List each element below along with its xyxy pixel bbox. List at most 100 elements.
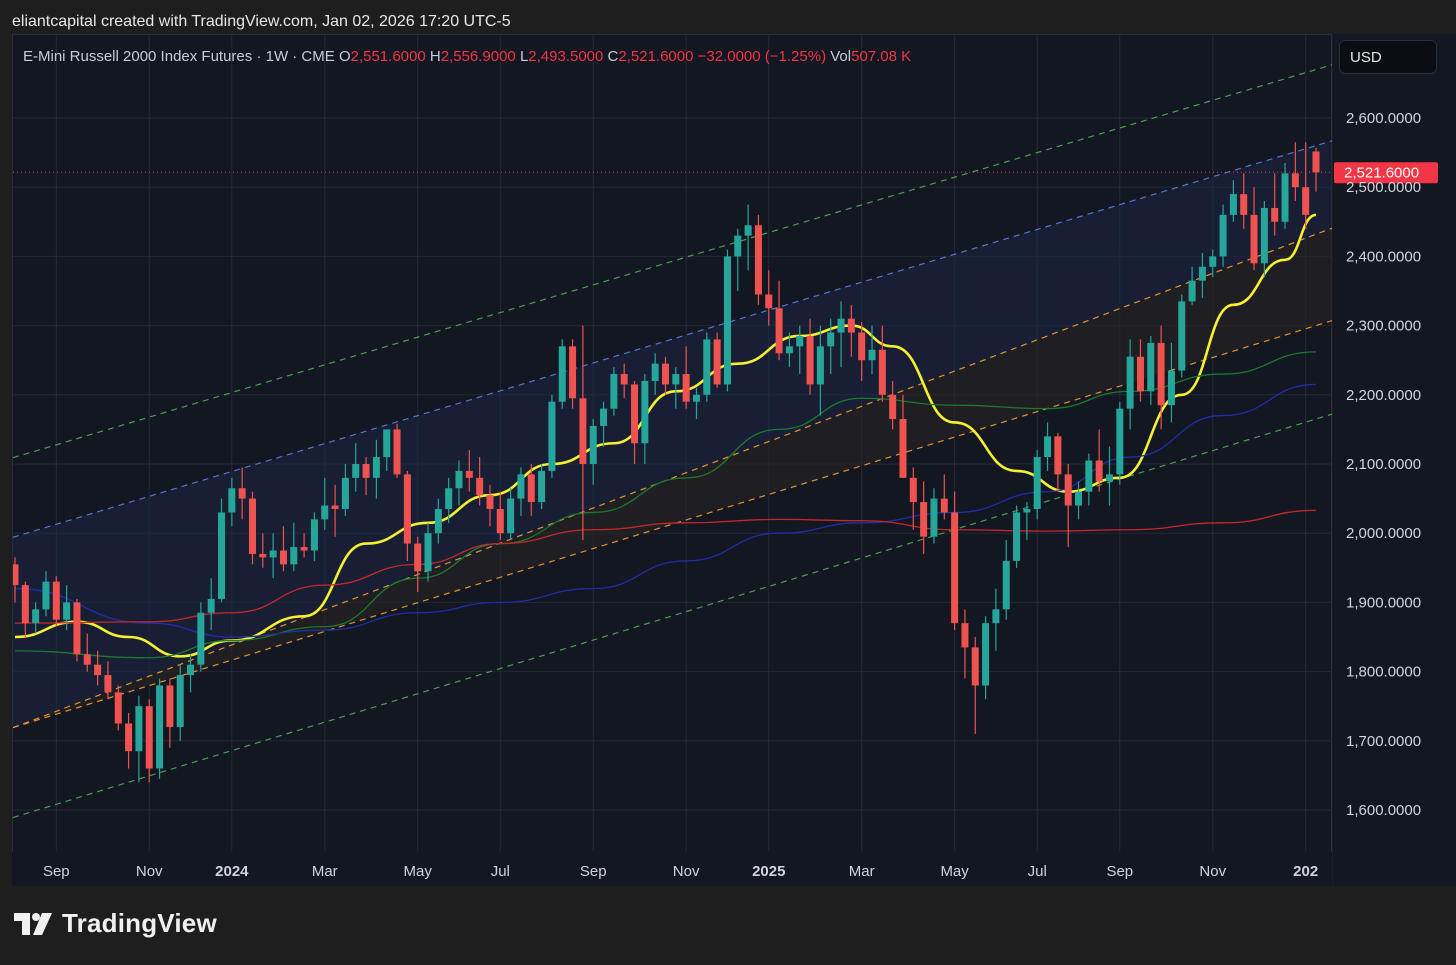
channel-line-outer-upper — [13, 64, 1332, 459]
candle — [1147, 335, 1155, 406]
candle-body — [300, 547, 308, 551]
candle-body — [837, 318, 845, 333]
candle-body — [858, 332, 866, 361]
candle — [940, 474, 948, 520]
candle-body — [156, 685, 164, 769]
candle-body — [1054, 436, 1062, 475]
price-tick-label: 2,600.0000 — [1346, 110, 1421, 127]
candle — [496, 491, 504, 541]
candle — [1054, 432, 1062, 492]
time-tick-label: Nov — [136, 863, 163, 880]
candle-body — [548, 401, 556, 471]
candle-body — [558, 346, 566, 402]
candle — [434, 498, 442, 544]
candle — [1198, 252, 1206, 298]
candle-body — [1002, 560, 1010, 610]
candle — [372, 439, 380, 499]
channel-line-lower — [13, 227, 1332, 729]
candle-body — [1136, 356, 1144, 392]
candle-body — [259, 553, 267, 558]
candle — [1281, 162, 1289, 229]
time-tick-label: 2024 — [215, 863, 249, 880]
candle — [899, 394, 907, 478]
candle-body — [951, 512, 959, 624]
currency-button[interactable]: USD — [1339, 40, 1437, 74]
candle — [507, 488, 515, 541]
candle-body — [1178, 301, 1186, 371]
candle — [94, 650, 102, 686]
price-tick-label: 1,900.0000 — [1346, 594, 1421, 611]
candle-body — [909, 477, 917, 503]
candle — [930, 488, 938, 544]
high-label: H — [429, 48, 441, 65]
low-value: 2,493.5000 — [528, 48, 604, 65]
upper-channel-zone — [13, 140, 1332, 728]
candle-body — [992, 609, 1000, 624]
candle-body — [403, 474, 411, 544]
candle — [971, 637, 979, 734]
candle — [21, 581, 29, 637]
candle-body — [827, 332, 835, 347]
time-axis[interactable] — [12, 852, 1332, 886]
candle-body — [21, 585, 29, 624]
candle-body — [775, 308, 783, 354]
candle-body — [434, 508, 442, 534]
candle — [723, 249, 731, 392]
candle-body — [496, 508, 504, 534]
price-tick-label: 2,500.0000 — [1346, 179, 1421, 196]
time-axis-labels: Sep Nov 2024 Mar May Jul Sep Nov 2025 Mar May Jul Se… — [43, 863, 1318, 880]
candle — [290, 522, 298, 572]
candle-body — [847, 318, 855, 333]
candle-body — [672, 374, 680, 385]
candle — [176, 664, 184, 741]
moving-average-line — [14, 509, 1317, 624]
price-tick-label: 2,100.0000 — [1346, 456, 1421, 473]
candle-body — [1023, 508, 1031, 513]
candle-body — [971, 647, 979, 686]
candle-body — [1064, 474, 1072, 506]
time-tick-label: 202 — [1293, 863, 1318, 880]
candle-body — [32, 609, 40, 624]
candle-body — [889, 394, 897, 420]
candle — [114, 685, 122, 731]
tradingview-brand[interactable]: TradingView — [14, 908, 217, 939]
candle-body — [445, 488, 453, 509]
candle — [548, 394, 556, 478]
candle — [1260, 201, 1268, 278]
candle — [197, 602, 205, 672]
candle-body — [1281, 173, 1289, 222]
candle-body — [651, 363, 659, 381]
open-value: 2,551.6000 — [350, 48, 426, 65]
candle — [1291, 142, 1299, 202]
candle-body — [713, 339, 721, 385]
candle — [300, 533, 308, 558]
candle-body — [930, 498, 938, 537]
price-tick-label: 2,300.0000 — [1346, 318, 1421, 335]
time-tick-label: Mar — [312, 863, 338, 880]
candle-body — [104, 675, 112, 693]
candle-body — [982, 623, 990, 686]
candle-body — [279, 550, 287, 565]
candle-body — [899, 419, 907, 478]
candle — [83, 633, 91, 672]
candle-body — [476, 477, 484, 496]
candle-body — [1157, 342, 1165, 406]
candle — [703, 332, 711, 402]
candle-body — [662, 363, 669, 385]
candle — [662, 356, 669, 395]
candle-body — [114, 692, 122, 724]
candle-body — [1085, 460, 1093, 492]
candle — [878, 325, 886, 402]
candle-body — [135, 706, 143, 752]
candle-body — [1116, 408, 1124, 475]
last-price: 2,521.6000 — [13, 162, 1438, 184]
time-tick-label: Jul — [491, 863, 510, 880]
candle-body — [600, 408, 608, 426]
candle — [785, 332, 793, 368]
candle-body — [197, 612, 205, 665]
candle-body — [538, 470, 546, 503]
candle-body — [207, 598, 215, 613]
candle — [455, 460, 463, 506]
candle — [889, 380, 897, 430]
volume-value: 507.08 K — [851, 48, 912, 65]
